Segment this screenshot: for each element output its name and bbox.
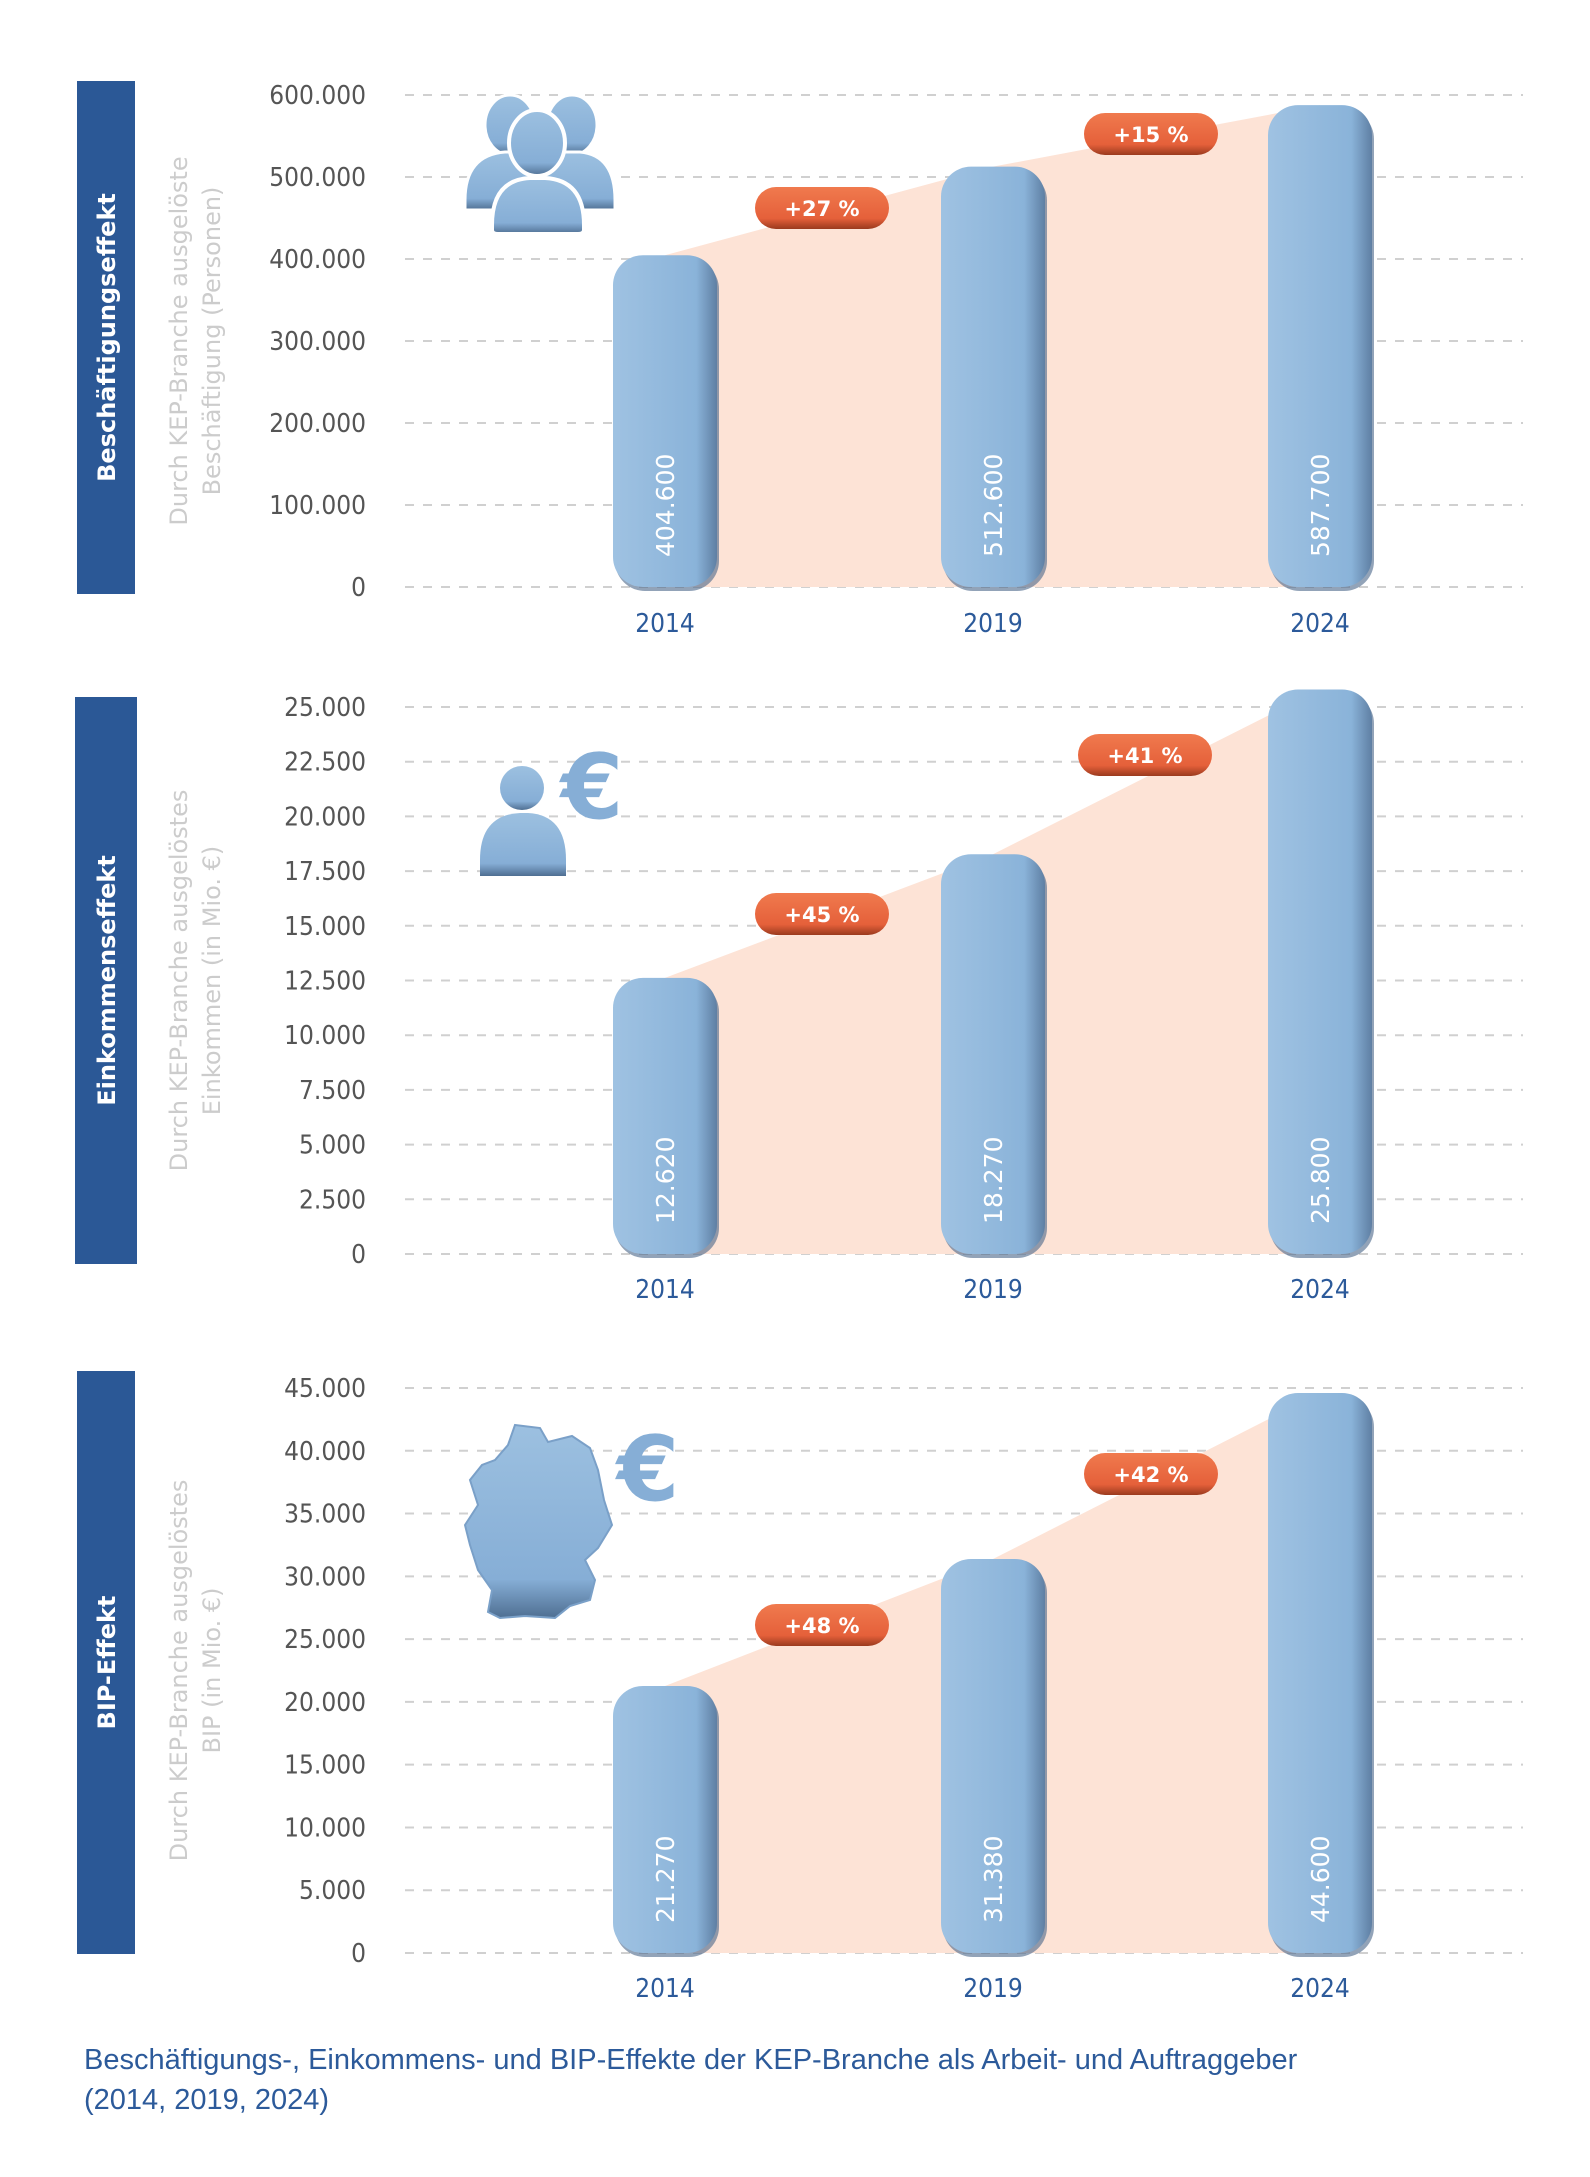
y-tick-label: 7.500 xyxy=(299,1076,366,1106)
growth-badge: +48 % xyxy=(755,1604,889,1646)
caption-line-1: Beschäftigungs-, Einkommens- und BIP-Eff… xyxy=(84,2044,1298,2076)
growth-label: +41 % xyxy=(1107,744,1182,768)
x-tick-label: 2024 xyxy=(1290,609,1350,639)
y-tick-label: 20.000 xyxy=(284,1688,366,1718)
y-axis-title: Durch KEP-Branche ausgelöstes xyxy=(165,1480,193,1862)
badge-pill xyxy=(1084,1453,1218,1495)
chart-1: Beschäftigungseffekt Durch KEP-Branche au… xyxy=(77,81,1523,639)
euro-symbol: € xyxy=(559,735,624,840)
bar-2024 xyxy=(1268,689,1372,1254)
badge-pill xyxy=(755,893,889,935)
bar-value-label: 31.380 xyxy=(979,1836,1008,1923)
x-tick-label: 2019 xyxy=(963,1974,1023,2004)
y-tick-label: 30.000 xyxy=(284,1562,366,1592)
bar-value-label: 512.600 xyxy=(979,454,1008,557)
y-tick-label: 0 xyxy=(351,573,366,603)
section-label: Einkommenseffekt xyxy=(93,855,121,1106)
chart-2: Einkommenseffekt Durch KEP-Branche ausgel… xyxy=(75,689,1523,1305)
x-tick-label: 2019 xyxy=(963,609,1023,639)
badge-pill xyxy=(1084,113,1218,155)
people-group-icon xyxy=(463,93,617,236)
y-tick-label: 20.000 xyxy=(284,802,366,832)
bar-2014 xyxy=(613,255,717,587)
y-tick-label: 10.000 xyxy=(284,1021,366,1051)
bar-value-label: 587.700 xyxy=(1306,454,1335,557)
section-label: Beschäftigungseffekt xyxy=(93,193,121,482)
y-axis-title: Durch KEP-Branche ausgelöste xyxy=(165,156,193,525)
growth-label: +45 % xyxy=(784,903,859,927)
y-tick-label: 15.000 xyxy=(284,1751,366,1781)
chart-3: BIP-Effekt Durch KEP-Branche ausgelöstes B… xyxy=(77,1371,1523,2004)
growth-badge: +41 % xyxy=(1078,734,1212,776)
y-tick-label: 10.000 xyxy=(284,1813,366,1843)
y-tick-label: 300.000 xyxy=(269,327,366,357)
growth-label: +15 % xyxy=(1113,123,1188,147)
section-sidebar xyxy=(77,81,135,594)
y-tick-label: 12.500 xyxy=(284,967,366,997)
y-tick-label: 25.000 xyxy=(284,1625,366,1655)
x-tick-label: 2019 xyxy=(963,1275,1023,1305)
bar-value-label: 12.620 xyxy=(651,1137,680,1224)
badge-pill xyxy=(755,187,889,229)
y-tick-label: 45.000 xyxy=(284,1374,366,1404)
x-tick-label: 2014 xyxy=(635,1275,695,1305)
y-axis-title: Einkommen (in Mio. €) xyxy=(198,846,226,1116)
section-sidebar xyxy=(75,697,137,1264)
section-label: BIP-Effekt xyxy=(93,1596,121,1730)
germany-euro-icon: € xyxy=(463,1417,680,1620)
euro-symbol: € xyxy=(615,1417,680,1522)
y-tick-label: 200.000 xyxy=(269,409,366,439)
y-tick-label: 500.000 xyxy=(269,163,366,193)
growth-badge: +27 % xyxy=(755,187,889,229)
bar-value-label: 21.270 xyxy=(651,1836,680,1923)
x-tick-label: 2024 xyxy=(1290,1275,1350,1305)
bar-2019 xyxy=(941,166,1045,587)
badge-pill xyxy=(755,1604,889,1646)
y-tick-label: 0 xyxy=(351,1240,366,1270)
bar-2019 xyxy=(941,854,1045,1254)
growth-label: +42 % xyxy=(1113,1463,1188,1487)
y-tick-label: 17.500 xyxy=(284,857,366,887)
bar-2024 xyxy=(1268,1393,1372,1953)
bar-2014 xyxy=(613,1685,717,1953)
x-tick-label: 2014 xyxy=(635,1974,695,2004)
growth-badge: +45 % xyxy=(755,893,889,935)
caption-line-2: (2014, 2019, 2024) xyxy=(84,2084,330,2116)
bar-value-label: 404.600 xyxy=(651,454,680,557)
y-axis-title: Durch KEP-Branche ausgelöstes xyxy=(165,790,193,1172)
y-tick-label: 2.500 xyxy=(299,1185,366,1215)
growth-label: +48 % xyxy=(784,1614,859,1638)
y-tick-label: 600.000 xyxy=(269,81,366,111)
person-euro-icon: € xyxy=(480,735,623,876)
section-sidebar xyxy=(77,1371,135,1954)
growth-badge: +42 % xyxy=(1084,1453,1218,1495)
bar-2014 xyxy=(613,977,717,1254)
badge-pill xyxy=(1078,734,1212,776)
y-tick-label: 100.000 xyxy=(269,491,366,521)
bar-2024 xyxy=(1268,105,1372,587)
y-axis-title: BIP (in Mio. €) xyxy=(198,1587,226,1753)
y-tick-label: 40.000 xyxy=(284,1437,366,1467)
growth-badge: +15 % xyxy=(1084,113,1218,155)
y-tick-label: 22.500 xyxy=(284,748,366,778)
bar-value-label: 25.800 xyxy=(1306,1137,1335,1224)
y-axis-title: Beschäftigung (Personen) xyxy=(198,187,226,496)
x-tick-label: 2014 xyxy=(635,609,695,639)
bar-value-label: 44.600 xyxy=(1306,1836,1335,1923)
bar-value-label: 18.270 xyxy=(979,1137,1008,1224)
y-tick-label: 15.000 xyxy=(284,912,366,942)
y-tick-label: 0 xyxy=(351,1939,366,1969)
y-tick-label: 5.000 xyxy=(299,1131,366,1161)
y-tick-label: 25.000 xyxy=(284,693,366,723)
x-tick-label: 2024 xyxy=(1290,1974,1350,2004)
growth-label: +27 % xyxy=(784,197,859,221)
y-tick-label: 400.000 xyxy=(269,245,366,275)
bar-2019 xyxy=(941,1559,1045,1953)
y-tick-label: 35.000 xyxy=(284,1500,366,1530)
figure-caption: Beschäftigungs-, Einkommens- und BIP-Eff… xyxy=(84,2040,1564,2120)
y-tick-label: 5.000 xyxy=(299,1876,366,1906)
